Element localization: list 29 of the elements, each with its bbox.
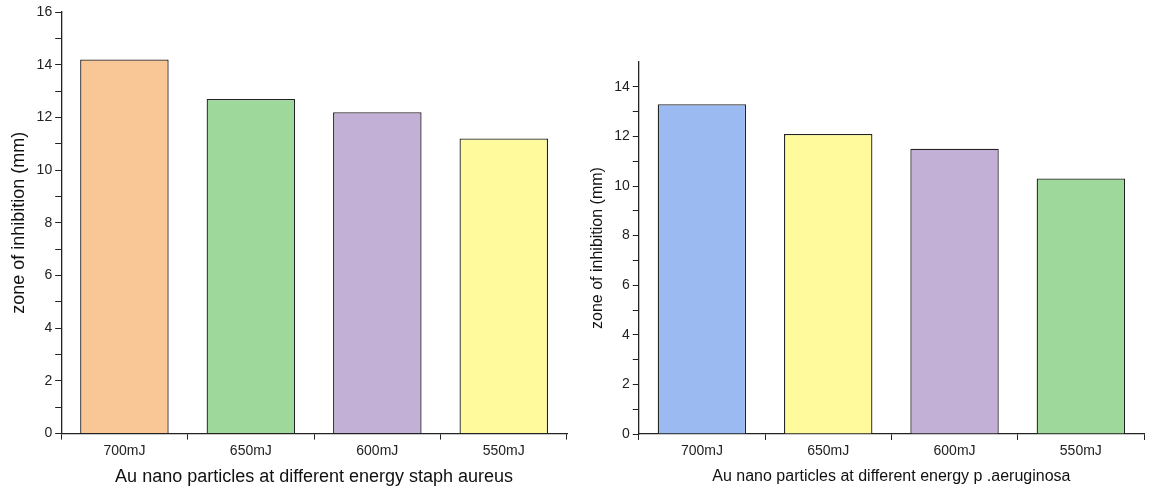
y-tick-label: 16 — [36, 2, 53, 19]
y-tick-label: 10 — [614, 176, 630, 193]
y-tick-label: 0 — [44, 424, 53, 441]
x-tick-label: 650mJ — [807, 442, 850, 459]
y-tick-label: 6 — [621, 276, 630, 293]
y-tick-label: 0 — [621, 424, 630, 441]
x-tick-label: 600mJ — [356, 441, 399, 458]
x-tick-label: 700mJ — [680, 442, 723, 459]
y-tick-label: 2 — [621, 375, 630, 392]
y-tick-label: 4 — [621, 325, 630, 342]
y-axis-title: zone of inhibition (mm) — [588, 167, 606, 329]
y-tick-label: 14 — [614, 77, 630, 94]
y-tick-label: 8 — [44, 213, 53, 230]
y-tick-label: 10 — [36, 160, 53, 177]
x-axis-title: Au nano particles at different energy staph aureus — [115, 466, 514, 487]
x-tick-label: 550mJ — [482, 441, 525, 458]
y-axis-title: zone of inhibition (mm) — [7, 131, 28, 314]
y-tick-label: 2 — [44, 371, 53, 388]
y-tick-label: 14 — [36, 55, 53, 72]
x-tick-label: 600mJ — [933, 442, 976, 459]
y-tick-label: 12 — [36, 108, 53, 125]
x-axis-title: Au nano particles at different energy p .aeruginosa — [712, 466, 1071, 484]
y-tick-label: 6 — [44, 266, 53, 283]
y-tick-label: 12 — [614, 127, 630, 144]
x-tick-label: 700mJ — [103, 441, 146, 458]
x-tick-label: 650mJ — [229, 441, 272, 458]
y-tick-label: 8 — [621, 226, 630, 243]
y-tick-label: 4 — [44, 319, 53, 336]
x-tick-label: 550mJ — [1059, 442, 1102, 459]
